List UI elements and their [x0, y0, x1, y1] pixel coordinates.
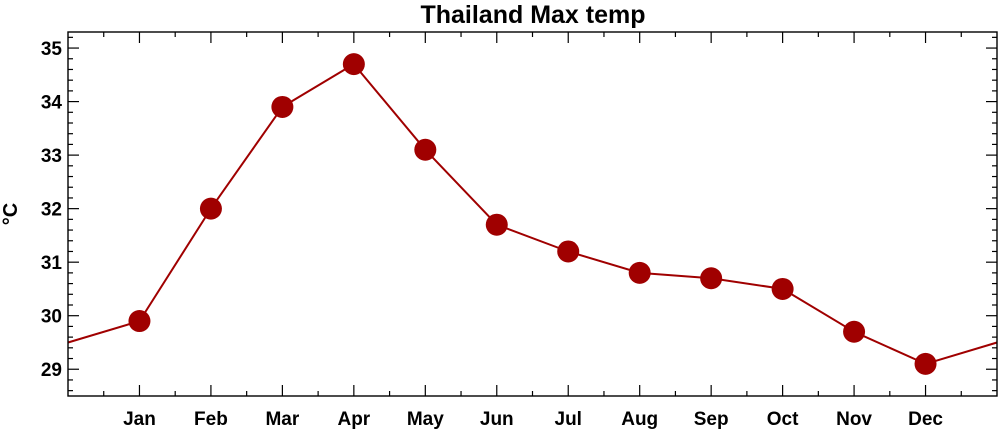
x-tick-label: Aug — [621, 409, 658, 430]
x-tick-label: Dec — [908, 409, 943, 430]
y-tick-label: 35 — [41, 39, 63, 60]
x-tick-label: Sep — [694, 409, 729, 430]
data-point-oct — [771, 277, 794, 300]
data-point-jul — [557, 240, 580, 263]
x-tick-label: Jun — [480, 409, 514, 430]
data-point-aug — [628, 261, 651, 284]
data-point-feb — [199, 197, 222, 220]
x-tick-label: Jan — [123, 409, 156, 430]
x-ticks: Jan Feb Mar Apr May Jun Jul Aug Sep Oct Nov Dec — [103, 32, 962, 430]
series-layer — [67, 53, 998, 375]
x-tick-label: Feb — [194, 409, 228, 430]
y-tick-label: 32 — [41, 200, 62, 221]
x-tick-label: Apr — [337, 409, 370, 430]
chart-title: Thailand Max temp — [420, 1, 645, 29]
x-tick-label: May — [407, 409, 444, 430]
x-tick-label: Mar — [265, 409, 299, 430]
data-point-mar — [271, 95, 294, 118]
x-tick-label: Nov — [836, 409, 872, 430]
y-tick-label: 29 — [41, 360, 62, 381]
y-tick-label: 33 — [41, 146, 62, 167]
data-point-nov — [843, 320, 866, 343]
y-axis-label: °C — [0, 203, 22, 225]
y-tick-label: 31 — [41, 253, 63, 274]
data-point-apr — [342, 53, 365, 76]
y-ticks: 29 30 31 32 33 34 35 — [41, 36, 997, 392]
data-point-jun — [485, 213, 508, 236]
plot-frame — [67, 31, 998, 397]
y-tick-label: 34 — [41, 93, 63, 114]
x-tick-label: Oct — [767, 409, 799, 430]
data-point-jan — [128, 310, 151, 333]
data-point-sep — [700, 267, 723, 290]
data-point-may — [414, 138, 437, 161]
data-point-dec — [914, 352, 937, 375]
series-line — [67, 63, 998, 365]
y-tick-label: 30 — [41, 307, 62, 328]
x-tick-label: Jul — [555, 409, 582, 430]
